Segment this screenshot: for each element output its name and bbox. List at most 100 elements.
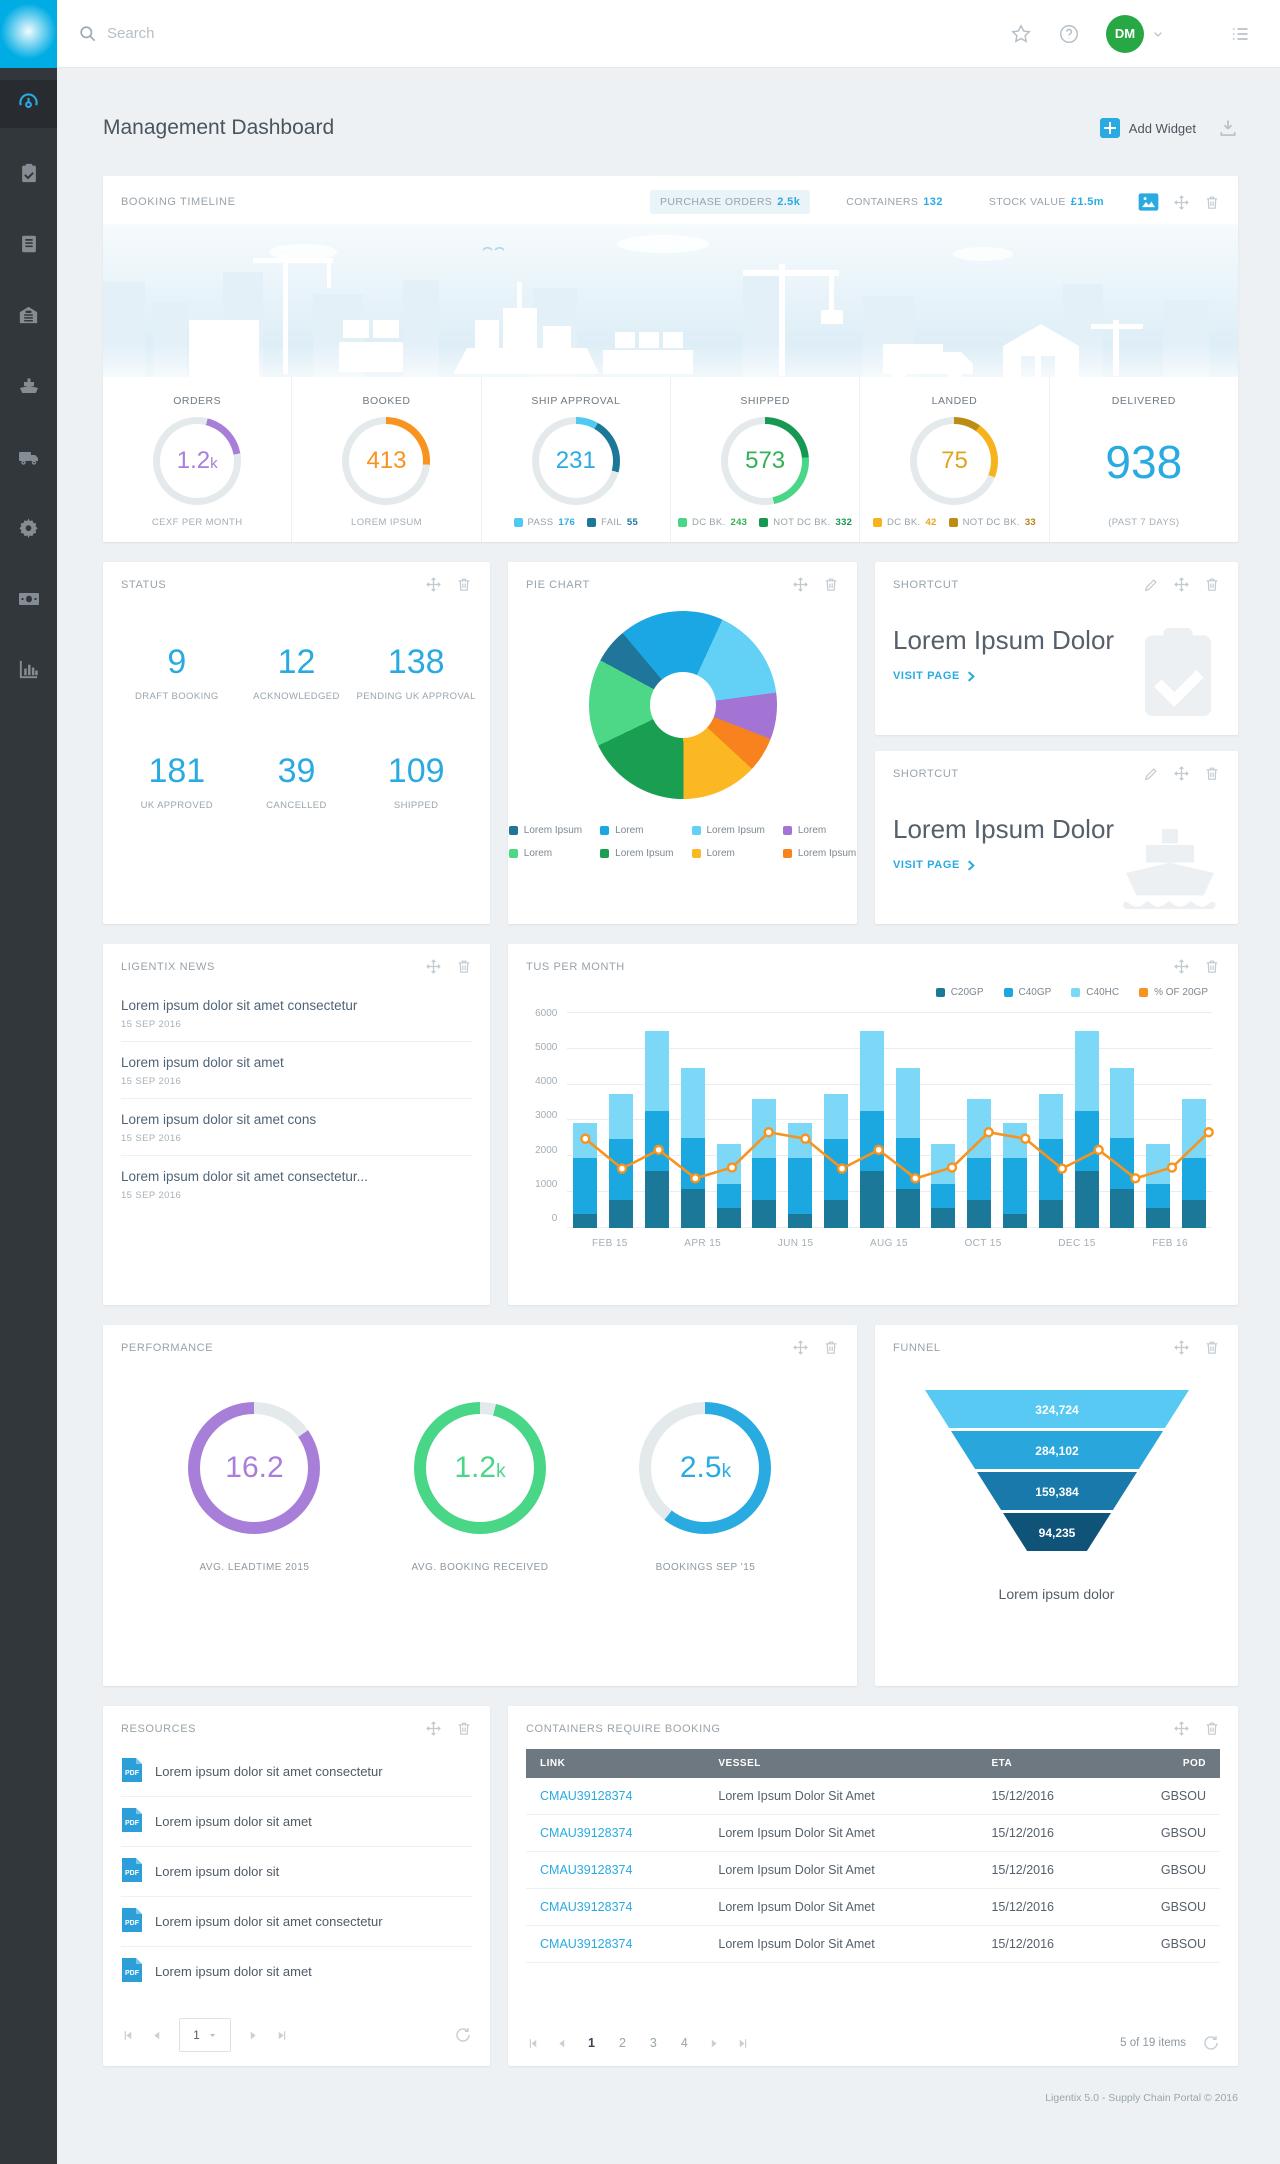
trash-icon[interactable] — [1204, 958, 1220, 975]
trash-icon[interactable] — [1204, 765, 1220, 782]
booking-stat-ring: 413 — [342, 417, 431, 505]
next-page-button[interactable] — [708, 2037, 721, 2050]
page-number-2[interactable]: 2 — [618, 2036, 626, 2050]
pencil-icon[interactable] — [1143, 577, 1159, 593]
last-page-button[interactable] — [276, 2029, 289, 2042]
move-icon[interactable] — [425, 1720, 442, 1737]
status-card: STATUS 9 DRAFT BOOKING 12 ACKNOWLEDGED 138 PE… — [103, 562, 490, 924]
status-title: STATUS — [121, 578, 167, 591]
gauge-ring: 16.2 — [188, 1402, 321, 1534]
pencil-icon[interactable] — [1143, 766, 1159, 782]
status-value: 12 — [277, 643, 316, 681]
move-icon[interactable] — [792, 1339, 809, 1356]
add-widget-button[interactable]: Add Widget — [1099, 118, 1196, 138]
move-icon[interactable] — [1173, 194, 1190, 211]
trash-icon[interactable] — [823, 1339, 839, 1356]
legend-chip — [782, 849, 792, 858]
first-page-button[interactable] — [526, 2037, 539, 2050]
news-item[interactable]: Lorem ipsum dolor sit amet consectetur 15… — [121, 985, 472, 1042]
help-icon[interactable] — [1058, 23, 1080, 45]
table-row: CMAU39128374 Lorem Ipsum Dolor Sit Amet 15… — [526, 1851, 1220, 1889]
app-logo[interactable] — [0, 0, 57, 68]
news-item[interactable]: Lorem ipsum dolor sit amet cons 15 SEP 20… — [121, 1099, 472, 1156]
performance-title: PERFORMANCE — [121, 1341, 214, 1354]
sidebar-item-bar-chart[interactable] — [0, 648, 57, 696]
booking-stat-ring: 573 — [721, 417, 810, 505]
resource-item[interactable]: PDF Lorem ipsum dolor sit amet — [121, 1947, 472, 1996]
refresh-icon[interactable] — [454, 2026, 472, 2044]
trash-icon[interactable] — [1204, 194, 1220, 211]
table-column-eta: ETA — [977, 1749, 1112, 1778]
page-number-1[interactable]: 1 — [588, 2036, 595, 2050]
user-menu[interactable]: DM — [1106, 14, 1164, 53]
sidebar-item-gear[interactable] — [0, 506, 57, 554]
trash-icon[interactable] — [456, 1720, 472, 1737]
news-item[interactable]: Lorem ipsum dolor sit amet consectetur..… — [121, 1156, 472, 1212]
image-icon[interactable] — [1138, 193, 1159, 211]
booking-stat-value: 75 — [941, 447, 968, 474]
sidebar-item-warehouse[interactable] — [0, 293, 57, 341]
visit-page-link[interactable]: VISIT PAGE — [875, 656, 1238, 696]
sidebar-item-clipboard-check[interactable] — [0, 151, 57, 199]
move-icon[interactable] — [1173, 765, 1190, 782]
sidebar-item-truck[interactable] — [0, 435, 57, 483]
container-link[interactable]: CMAU39128374 — [540, 1900, 633, 1914]
booking-stat-ring: 75 — [910, 417, 999, 505]
visit-page-link[interactable]: VISIT PAGE — [875, 845, 1238, 885]
trash-icon[interactable] — [1204, 1720, 1220, 1737]
favorite-star-icon[interactable] — [1010, 23, 1032, 45]
page-select[interactable]: 1 — [179, 2018, 231, 2052]
previous-page-button[interactable] — [555, 2037, 568, 2050]
sidebar-item-gauge[interactable] — [0, 80, 57, 128]
last-page-button[interactable] — [737, 2037, 750, 2050]
move-icon[interactable] — [425, 576, 442, 593]
sidebar-item-ship[interactable] — [0, 364, 57, 412]
trash-icon[interactable] — [456, 958, 472, 975]
ring-hole: 231 — [538, 424, 613, 498]
move-icon[interactable] — [1173, 1720, 1190, 1737]
list-menu-icon[interactable] — [1230, 24, 1250, 44]
ship-icon — [17, 374, 41, 403]
resource-item[interactable]: PDF Lorem ipsum dolor sit — [121, 1847, 472, 1897]
move-icon[interactable] — [1173, 576, 1190, 593]
move-icon[interactable] — [792, 576, 809, 593]
sidebar-item-book[interactable] — [0, 222, 57, 270]
trash-icon[interactable] — [1204, 1339, 1220, 1356]
tus-y-axis: 6000 5000 4000 3000 2000 1000 0 — [535, 1008, 558, 1224]
resource-item[interactable]: PDF Lorem ipsum dolor sit amet consectetu… — [121, 1897, 472, 1947]
previous-page-button[interactable] — [150, 2029, 163, 2042]
page-number-4[interactable]: 4 — [680, 2036, 688, 2050]
pdf-icon: PDF — [121, 1857, 143, 1886]
news-item[interactable]: Lorem ipsum dolor sit amet 15 SEP 2016 — [121, 1042, 472, 1099]
trash-icon[interactable] — [823, 576, 839, 593]
next-page-button[interactable] — [247, 2029, 260, 2042]
move-icon[interactable] — [1173, 1339, 1190, 1356]
svg-text:PDF: PDF — [125, 1820, 140, 1827]
search-input[interactable] — [107, 25, 527, 42]
truck-icon — [17, 445, 41, 474]
first-page-button[interactable] — [121, 2029, 134, 2042]
tus-bar — [609, 1094, 634, 1228]
resource-item[interactable]: PDF Lorem ipsum dolor sit amet consectetu… — [121, 1747, 472, 1797]
performance-gauge: 16.2 AVG. LEADTIME 2015 — [188, 1402, 321, 1573]
download-icon[interactable] — [1218, 118, 1238, 138]
refresh-icon[interactable] — [1202, 2034, 1220, 2052]
trash-icon[interactable] — [1204, 576, 1220, 593]
container-link[interactable]: CMAU39128374 — [540, 1789, 633, 1803]
sidebar-item-banknote[interactable] — [0, 577, 57, 625]
container-link[interactable]: CMAU39128374 — [540, 1937, 633, 1951]
legend-chip — [935, 988, 945, 997]
resource-item[interactable]: PDF Lorem ipsum dolor sit amet — [121, 1797, 472, 1847]
skyline-illustration — [103, 224, 1238, 377]
move-icon[interactable] — [425, 958, 442, 975]
gauge-value: 16.2 — [225, 1451, 284, 1484]
cell-vessel: Lorem Ipsum Dolor Sit Amet — [704, 1925, 978, 1963]
container-link[interactable]: CMAU39128374 — [540, 1826, 633, 1840]
avatar[interactable]: DM — [1106, 14, 1144, 53]
status-value: 138 — [387, 643, 445, 681]
move-icon[interactable] — [1173, 958, 1190, 975]
page-number-3[interactable]: 3 — [649, 2036, 657, 2050]
trash-icon[interactable] — [456, 576, 472, 593]
shortcut-card-head: SHORTCUT — [875, 751, 1238, 792]
container-link[interactable]: CMAU39128374 — [540, 1863, 633, 1877]
